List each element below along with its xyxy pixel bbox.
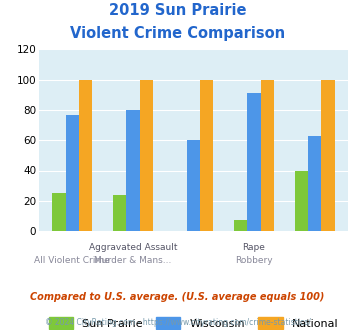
Bar bbox=[79, 80, 92, 231]
Bar bbox=[187, 140, 200, 231]
Bar bbox=[200, 80, 213, 231]
Legend: Sun Prairie, Wisconsin, National: Sun Prairie, Wisconsin, National bbox=[44, 313, 343, 330]
Text: 2019 Sun Prairie: 2019 Sun Prairie bbox=[109, 3, 246, 18]
Text: Robbery: Robbery bbox=[235, 256, 273, 265]
Text: Aggravated Assault: Aggravated Assault bbox=[89, 243, 177, 251]
Bar bbox=[126, 110, 140, 231]
Text: © 2024 CityRating.com - https://www.cityrating.com/crime-statistics/: © 2024 CityRating.com - https://www.city… bbox=[45, 318, 310, 327]
Bar bbox=[321, 80, 334, 231]
Bar bbox=[140, 80, 153, 231]
Bar bbox=[113, 195, 126, 231]
Text: Rape: Rape bbox=[242, 243, 266, 251]
Bar bbox=[53, 193, 66, 231]
Text: Murder & Mans...: Murder & Mans... bbox=[94, 256, 171, 265]
Bar bbox=[261, 80, 274, 231]
Bar bbox=[66, 115, 79, 231]
Text: Compared to U.S. average. (U.S. average equals 100): Compared to U.S. average. (U.S. average … bbox=[30, 292, 325, 302]
Bar bbox=[308, 136, 321, 231]
Bar bbox=[295, 171, 308, 231]
Bar bbox=[234, 220, 247, 231]
Text: Violent Crime Comparison: Violent Crime Comparison bbox=[70, 26, 285, 41]
Bar bbox=[247, 93, 261, 231]
Text: All Violent Crime: All Violent Crime bbox=[34, 256, 110, 265]
